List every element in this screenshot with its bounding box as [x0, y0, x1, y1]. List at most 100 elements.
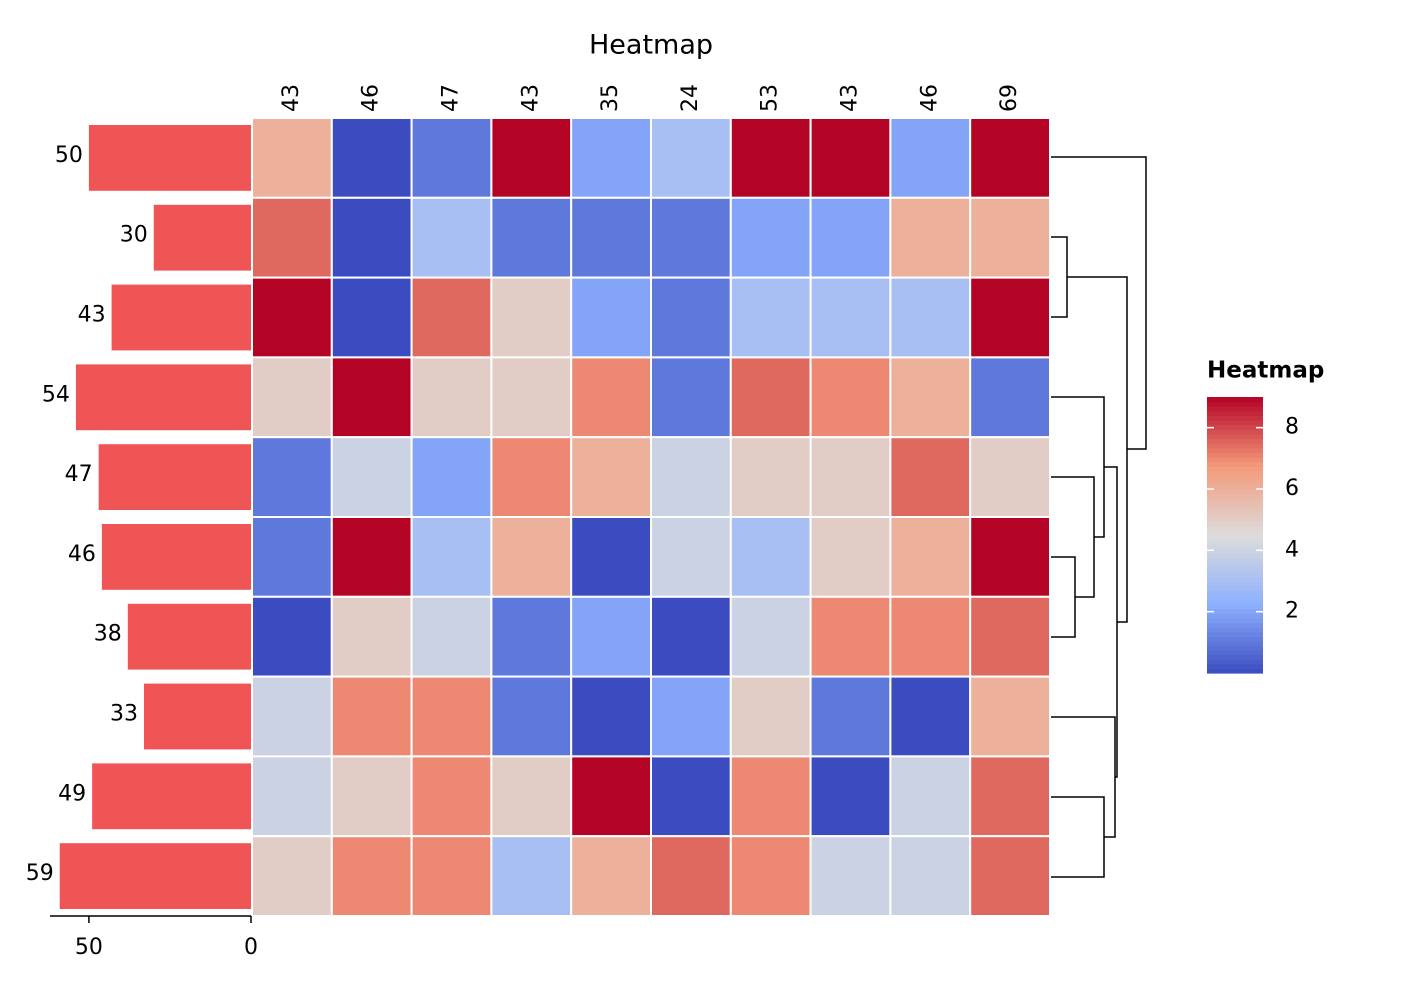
heatmap-cell — [969, 516, 1052, 598]
colorbar-segment — [1207, 558, 1263, 564]
bar-label: 54 — [42, 382, 70, 407]
heatmap-cell — [729, 595, 812, 678]
heatmap-cell — [889, 595, 972, 678]
colorbar-segment — [1207, 659, 1263, 665]
colorbar-segment — [1207, 493, 1263, 499]
heatmap-cell — [809, 436, 892, 519]
bar-label: 33 — [110, 702, 138, 727]
colorbar-tick-label: 4 — [1285, 537, 1299, 562]
heatmap-cell — [570, 516, 653, 598]
heatmap-cell — [330, 755, 413, 838]
colorbar-segment — [1207, 539, 1263, 545]
colorbar-segment — [1207, 397, 1263, 403]
heatmap-cell — [969, 117, 1052, 199]
bar-axis-label: 0 — [244, 935, 258, 960]
heatmap-cell — [410, 356, 493, 439]
colorbar-segment — [1207, 567, 1263, 573]
heatmap-cell — [251, 356, 333, 439]
colorbar-segment — [1207, 631, 1263, 637]
heatmap-cell — [809, 675, 892, 758]
bar — [153, 204, 251, 271]
heatmap-cell — [570, 356, 653, 439]
bar-label: 49 — [58, 781, 86, 806]
heatmap-cell — [570, 276, 653, 359]
colorbar-segment — [1207, 447, 1263, 453]
heatmap-cell — [650, 276, 732, 359]
colorbar-segment — [1207, 466, 1263, 472]
heatmap-cell — [809, 117, 892, 199]
colorbar-segment — [1207, 424, 1263, 430]
bar-label: 59 — [26, 861, 54, 886]
heatmap-cell — [251, 276, 333, 359]
column-label: 47 — [439, 84, 464, 112]
heatmap-cell — [570, 755, 653, 838]
heatmap-cell — [490, 835, 573, 918]
heatmap-cell — [889, 516, 972, 598]
colorbar-segment — [1207, 613, 1263, 619]
bar-axis-label: 50 — [75, 935, 103, 960]
colorbar-segment — [1207, 576, 1263, 582]
heatmap-cell — [969, 835, 1052, 918]
colorbar-segment — [1207, 604, 1263, 610]
heatmap-cell — [251, 675, 333, 758]
colorbar-segment — [1207, 438, 1263, 444]
heatmap-cell — [889, 436, 972, 519]
heatmap-cell — [969, 595, 1052, 678]
bar — [111, 284, 251, 351]
colorbar-segment — [1207, 456, 1263, 462]
heatmap-cell — [729, 516, 812, 598]
colorbar-segment — [1207, 581, 1263, 587]
bar-label: 30 — [120, 223, 148, 248]
column-label: 24 — [678, 84, 703, 112]
heatmap-cell — [410, 835, 493, 918]
heatmap-cell — [969, 196, 1052, 279]
colorbar-segment — [1207, 530, 1263, 536]
column-label: 43 — [518, 84, 543, 112]
heatmap-cell — [570, 117, 653, 199]
column-label: 35 — [598, 84, 623, 112]
heatmap-cell — [889, 835, 972, 918]
colorbar-segment — [1207, 433, 1263, 439]
colorbar-segment — [1207, 521, 1263, 527]
colorbar-segment — [1207, 525, 1263, 531]
colorbar-segment — [1207, 512, 1263, 518]
heatmap-cell — [330, 675, 413, 758]
heatmap-cell — [729, 356, 812, 439]
colorbar-segment — [1207, 590, 1263, 596]
colorbar-segment — [1207, 617, 1263, 623]
colorbar-segment — [1207, 640, 1263, 646]
heatmap-cell — [650, 436, 732, 519]
heatmap-cell — [729, 276, 812, 359]
heatmap-cell — [490, 436, 573, 519]
heatmap-cell — [650, 196, 732, 279]
chart-title: Heatmap — [589, 30, 713, 61]
heatmap-cell — [729, 196, 812, 279]
heatmap-cell — [410, 196, 493, 279]
column-label: 53 — [758, 84, 783, 112]
colorbar-segment — [1207, 415, 1263, 421]
colorbar-segment — [1207, 475, 1263, 481]
colorbar-segment — [1207, 636, 1263, 642]
bar — [92, 763, 251, 830]
heatmap-cell — [969, 356, 1052, 439]
heatmap-cell — [889, 196, 972, 279]
colorbar-segment — [1207, 401, 1263, 407]
heatmap-cell — [650, 835, 732, 918]
heatmap-cell — [490, 595, 573, 678]
heatmap-cell — [969, 276, 1052, 359]
colorbar-segment — [1207, 571, 1263, 577]
colorbar-segment — [1207, 470, 1263, 476]
heatmap-cell — [490, 516, 573, 598]
bar-label: 46 — [68, 542, 96, 567]
column-label: 69 — [997, 84, 1022, 112]
colorbar-segment — [1207, 516, 1263, 522]
colorbar-segment — [1207, 452, 1263, 458]
colorbar-segment — [1207, 420, 1263, 426]
heatmap-cell — [330, 436, 413, 519]
colorbar-segment — [1207, 627, 1263, 633]
heatmap-cell — [889, 755, 972, 838]
heatmap-cell — [490, 675, 573, 758]
colorbar-segment — [1207, 548, 1263, 554]
colorbar-segment — [1207, 553, 1263, 559]
heatmap-cell — [650, 356, 732, 439]
